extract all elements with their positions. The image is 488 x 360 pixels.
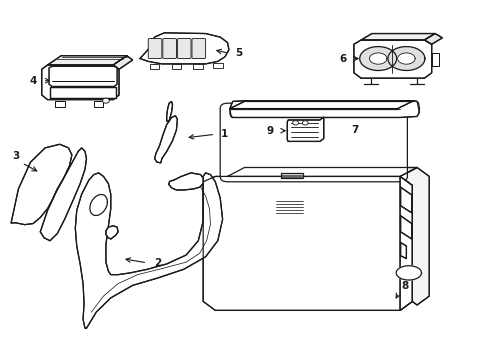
- Text: 3: 3: [12, 152, 20, 161]
- Polygon shape: [166, 102, 172, 121]
- Polygon shape: [47, 56, 126, 65]
- Circle shape: [102, 98, 109, 103]
- Polygon shape: [40, 148, 86, 241]
- Text: 8: 8: [400, 281, 407, 291]
- Circle shape: [302, 121, 307, 125]
- Polygon shape: [203, 176, 411, 310]
- Bar: [171, 64, 181, 69]
- Polygon shape: [154, 116, 177, 163]
- Text: 9: 9: [266, 126, 273, 136]
- Text: 7: 7: [351, 125, 358, 135]
- Text: 1: 1: [221, 129, 228, 139]
- Polygon shape: [41, 65, 119, 100]
- Bar: [149, 64, 159, 69]
- Bar: [193, 64, 203, 69]
- Polygon shape: [395, 266, 421, 280]
- Polygon shape: [90, 194, 107, 216]
- Circle shape: [292, 121, 298, 125]
- Polygon shape: [140, 33, 228, 64]
- Polygon shape: [369, 53, 386, 64]
- Polygon shape: [75, 173, 222, 328]
- Polygon shape: [11, 144, 72, 225]
- Polygon shape: [227, 167, 416, 176]
- Polygon shape: [397, 53, 414, 64]
- FancyBboxPatch shape: [163, 39, 176, 59]
- Bar: [55, 101, 64, 108]
- Polygon shape: [168, 173, 203, 190]
- Polygon shape: [424, 33, 442, 44]
- Polygon shape: [400, 187, 411, 213]
- Bar: [212, 63, 222, 68]
- Text: 6: 6: [339, 54, 346, 64]
- Polygon shape: [113, 56, 132, 69]
- Polygon shape: [353, 40, 431, 78]
- Polygon shape: [229, 101, 419, 117]
- Polygon shape: [359, 46, 396, 71]
- Polygon shape: [361, 33, 434, 40]
- Polygon shape: [399, 167, 428, 305]
- Polygon shape: [400, 243, 406, 258]
- Polygon shape: [287, 117, 323, 141]
- Polygon shape: [399, 176, 411, 310]
- Polygon shape: [49, 66, 117, 86]
- Polygon shape: [50, 87, 116, 98]
- Bar: [94, 101, 103, 108]
- FancyBboxPatch shape: [148, 39, 162, 59]
- Polygon shape: [281, 173, 302, 178]
- Polygon shape: [106, 226, 118, 239]
- Polygon shape: [229, 101, 413, 109]
- Text: 2: 2: [154, 258, 161, 268]
- FancyBboxPatch shape: [220, 103, 407, 182]
- Polygon shape: [387, 46, 424, 71]
- FancyBboxPatch shape: [192, 39, 205, 59]
- Polygon shape: [400, 216, 411, 239]
- Text: 4: 4: [29, 76, 36, 86]
- FancyBboxPatch shape: [177, 39, 191, 59]
- Text: 5: 5: [234, 48, 242, 58]
